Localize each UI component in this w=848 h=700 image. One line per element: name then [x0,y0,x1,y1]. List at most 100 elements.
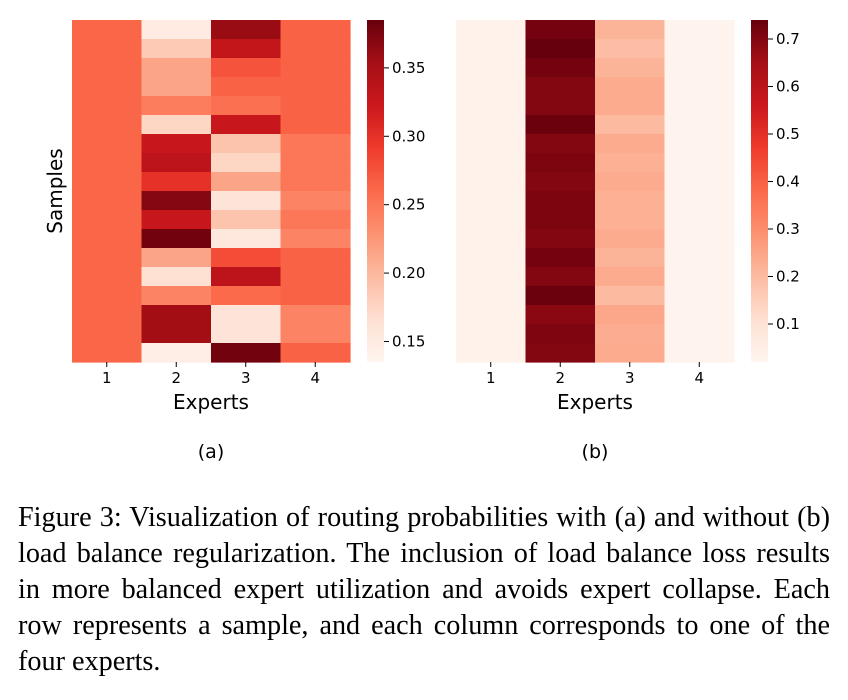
heatmap-cell [211,210,282,230]
heatmap-cell [595,115,666,135]
heatmap-cell [456,305,527,325]
heatmap-cell [595,229,666,249]
heatmap-cell [72,96,143,116]
heatmap-cell [72,229,143,249]
heatmap-cell [211,248,282,268]
heatmap-cell [595,134,666,154]
figure: 1 2 3 4 Experts Samples 0.15 0.20 0.25 0.30 0.3… [43,20,800,463]
heatmap-cell [280,96,351,116]
heatmap-cell [456,96,527,116]
heatmap-cell [280,248,351,268]
heatmap-cell [211,96,282,116]
heatmap-cell [72,115,143,135]
heatmap-cell [664,115,735,135]
panel-label-b: (b) [582,441,609,463]
heatmap-cell [141,267,212,287]
x-tick-label: 3 [625,369,635,387]
colorbar-tick-label: 0.3 [776,220,800,238]
heatmap-cell [525,96,596,116]
heatmap-cell [595,172,666,192]
colorbar-gradient [751,20,768,362]
colorbar-ticks-b: 0.1 0.2 0.3 0.4 0.5 0.6 0.7 [768,30,800,333]
x-axis-label-a: Experts [173,390,249,414]
heatmap-cell [664,96,735,116]
heatmap-cell [280,210,351,230]
heatmap-cell [141,248,212,268]
panel-label-a: (a) [198,441,224,463]
heatmap-cell [525,286,596,306]
heatmap-cell [664,134,735,154]
heatmap-cell [525,39,596,59]
heatmap-cell [525,115,596,135]
figure-caption: Figure 3: Visualization of routing proba… [18,502,830,677]
heatmap-cell [664,191,735,211]
x-tick-label: 4 [694,369,704,387]
heatmap-cell [72,305,143,325]
heatmap-cell [456,153,527,173]
heatmap-cell [664,286,735,306]
heatmap-cell [280,324,351,344]
heatmap-cell [211,39,282,59]
heatmap-cell [525,134,596,154]
heatmap-cell [595,39,666,59]
heatmap-cell [456,343,527,363]
x-tick-label: 4 [310,369,320,387]
colorbar-gradient [367,20,384,362]
colorbar-tick-label: 0.30 [392,127,425,145]
x-ticks-a: 1 2 3 4 [102,362,320,387]
heatmap-cell [595,324,666,344]
heatmap-cell [72,267,143,287]
heatmap-cell [525,229,596,249]
heatmap-cell [211,191,282,211]
heatmap-cell [664,39,735,59]
heatmap-cell [595,77,666,97]
heatmap-cell [456,191,527,211]
heatmap-cell [141,229,212,249]
heatmap-cell [525,191,596,211]
heatmap-cell [72,172,143,192]
heatmap-cell [141,286,212,306]
heatmap-cell [72,134,143,154]
colorbar-tick-label: 0.15 [392,332,425,350]
heatmap-cell [72,20,143,40]
heatmap-cell [280,229,351,249]
heatmap-cell [280,286,351,306]
heatmap-cell [141,77,212,97]
heatmap-cell [211,305,282,325]
heatmap-cell [72,77,143,97]
heatmap-cell [211,58,282,78]
heatmap-cell [280,134,351,154]
heatmap-cell [456,39,527,59]
x-tick-label: 3 [241,369,251,387]
heatmap-cell [211,229,282,249]
colorbar-tick-label: 0.4 [776,173,800,191]
x-tick-label: 1 [102,369,112,387]
heatmap-cell [211,77,282,97]
heatmap-cell [280,58,351,78]
heatmap-cell [664,248,735,268]
heatmap-cell [595,343,666,363]
colorbar-tick-label: 0.20 [392,264,425,282]
heatmap-cell [211,153,282,173]
heatmap-cell [456,134,527,154]
heatmap-cell [456,58,527,78]
heatmap-cell [280,343,351,363]
heatmap-cell [664,343,735,363]
heatmap-cell [664,324,735,344]
heatmap-cell [525,267,596,287]
heatmap-cell [72,39,143,59]
heatmap-cell [280,172,351,192]
heatmap-cell [456,77,527,97]
heatmap-cell [141,172,212,192]
heatmap-cell [141,134,212,154]
heatmap-cell [595,191,666,211]
heatmap-cell [664,58,735,78]
heatmap-cell [72,191,143,211]
heatmap-cell [595,20,666,40]
heatmap-cell [525,305,596,325]
heatmap-cell [280,77,351,97]
heatmap-cell [280,153,351,173]
heatmap-cell [280,305,351,325]
heatmap-cell [280,39,351,59]
heatmap-cell [141,39,212,59]
